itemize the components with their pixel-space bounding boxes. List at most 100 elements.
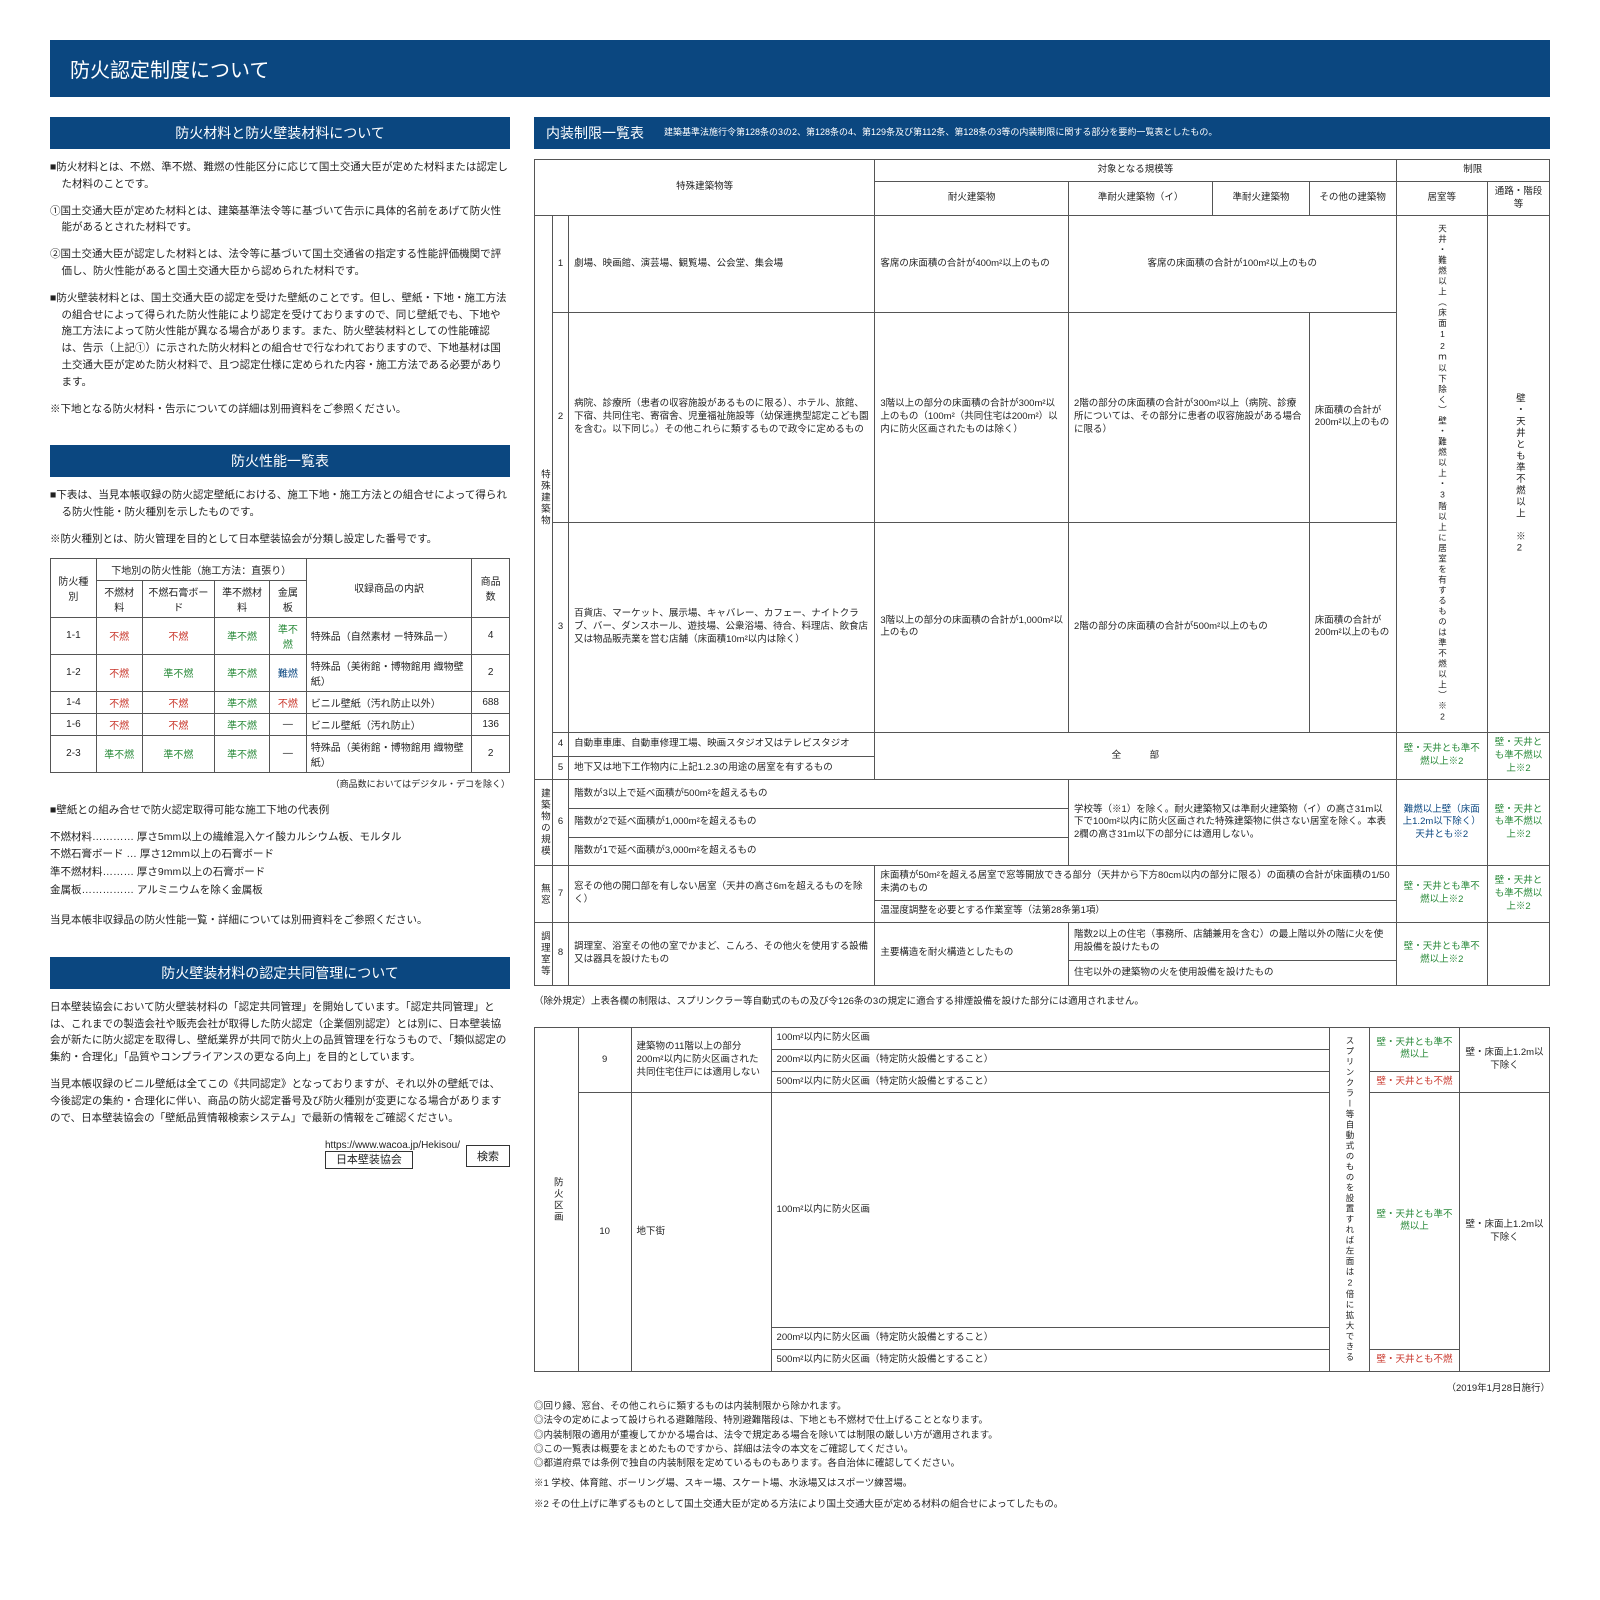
r2-d: 床面積の合計が200m²以上のもの bbox=[1309, 312, 1396, 522]
limits-table-2: 防火区画 9 建築物の11階以上の部分200m²以内に防火区画された共同住宅住戸… bbox=[534, 1027, 1550, 1372]
para-1: 防火材料とは、不燃、準不燃、難燃の性能区分に応じて国土交通大臣が定めた材料または… bbox=[50, 159, 510, 193]
r3-d: 床面積の合計が200m²以上のもの bbox=[1309, 522, 1396, 732]
t1-s2-3: その他の建築物 bbox=[1309, 181, 1396, 216]
r2-c: 2階の部分の床面積の合計が300m²以上（病院、診療所については、その部分に患者… bbox=[1069, 312, 1310, 522]
r10-b3: 500m²以内に防火区画（特定防火設備とすること） bbox=[771, 1350, 1329, 1372]
r7-n: 7 bbox=[552, 866, 568, 922]
para-1b: 国土交通大臣が認定した材料とは、法令等に基づいて国土交通省の指定する性能評価機関… bbox=[50, 246, 510, 280]
r1-limA: 天井・難燃以上（床面12ｍ以下除く）壁・難燃以上・3階以上に居室を有するものは準… bbox=[1396, 216, 1487, 733]
th-base: 下地別の防火性能（施工方法：直張り） bbox=[96, 558, 306, 580]
r9-a: 建築物の11階以上の部分200m²以内に防火区画された共同住宅住戸には適用しない bbox=[631, 1028, 771, 1093]
th-desc: 収録商品の内訳 bbox=[306, 558, 472, 617]
table-row: 1-4不燃不燃準不燃不燃ビニル壁紙（汚れ防止以外）688 bbox=[51, 691, 510, 713]
section-header-perf: 防火性能一覧表 bbox=[50, 445, 510, 477]
r1-c: 客席の床面積の合計が100m²以上のもの bbox=[1069, 216, 1396, 313]
table-footnote: （商品数においてはデジタル・デコを除く） bbox=[50, 777, 510, 790]
r6-limA: 難燃以上壁（床面上1.2m以下除く）天井とも※2 bbox=[1396, 780, 1487, 866]
limits-subtitle: 建築基準法施行令第128条の3の2、第128条の4、第129条及び第112条、第… bbox=[664, 127, 1217, 139]
vcat-fire: 防火区画 bbox=[535, 1028, 579, 1372]
r6-b: 学校等（※1）を除く。耐火建築物又は準耐火建築物（イ）の高さ31m以下で100m… bbox=[1069, 780, 1396, 866]
r6-limB: 壁・天井とも準不燃以上※2 bbox=[1487, 780, 1549, 866]
vcat-4: 調理室等 bbox=[535, 922, 553, 985]
t1-h-col3: 制限 bbox=[1396, 160, 1550, 182]
r1-n: 1 bbox=[552, 216, 568, 313]
r8-limBlank bbox=[1487, 922, 1549, 985]
t1-foot: （除外規定）上表各欄の制限は、スプリンクラー等自動式のもの及び令126条の3の規… bbox=[534, 994, 1550, 1009]
r9-b1: 100m²以内に防火区画 bbox=[771, 1028, 1329, 1050]
r10-limA1: 壁・天井とも準不燃以上 bbox=[1370, 1093, 1460, 1350]
defs-head: 壁紙との組み合せで防火認定取得可能な施工下地の代表例 bbox=[50, 802, 510, 819]
t1-h-col1: 特殊建築物等 bbox=[535, 160, 875, 216]
t1-s2-0: 耐火建築物 bbox=[875, 181, 1069, 216]
section-header-materials: 防火材料と防火壁装材料について bbox=[50, 117, 510, 149]
r1-a: 劇場、映画館、演芸場、観覧場、公会堂、集会場 bbox=[569, 216, 875, 313]
t1-h-col2: 対象となる規模等 bbox=[875, 160, 1396, 182]
search-button[interactable]: 検索 bbox=[466, 1145, 510, 1167]
r2-n: 2 bbox=[552, 312, 568, 522]
r9-n: 9 bbox=[578, 1028, 631, 1093]
note-item: ◎この一覧表は概要をまとめたものですから、詳細は法令の本文をご確認してください。 bbox=[534, 1443, 1550, 1457]
r1-b: 客席の床面積の合計が400m²以上のもの bbox=[875, 216, 1069, 313]
r9-limA1: 壁・天井とも準不燃以上 bbox=[1370, 1028, 1460, 1072]
footnote-2: ※2 その仕上げに準ずるものとして国土交通大臣が定める方法により国土交通大臣が定… bbox=[534, 1498, 1550, 1512]
performance-table: 防火種別 下地別の防火性能（施工方法：直張り） 収録商品の内訳 商品数 不燃材料… bbox=[50, 558, 510, 773]
note-item: ◎内装制限の適用が重複してかかる場合は、法令で規定ある場合を除いては制限の厳しい… bbox=[534, 1429, 1550, 1443]
th-sub-3: 金属板 bbox=[269, 580, 306, 617]
r2-b: 3階以上の部分の床面積の合計が300m²以上のもの（100m²（共同住宅は200… bbox=[875, 312, 1069, 522]
r7-b2: 温湿度調整を必要とする作業室等（法第28条第1項） bbox=[875, 901, 1396, 923]
note-item: ◎都道府県では条例で独自の内装制限を定めているものもあります。各自治体に確認して… bbox=[534, 1457, 1550, 1471]
definition-item: 準不燃材料……… 厚さ9mm以上の石膏ボード bbox=[50, 864, 510, 882]
notes-list: ◎回り縁、窓台、その他これらに類するものは内装制限から除かれます。◎法令の定めに… bbox=[534, 1400, 1550, 1471]
r9-limB: 壁・床面上1.2m以下除く bbox=[1460, 1028, 1550, 1093]
r4-a: 自動車車庫、自動車修理工場、映画スタジオ又はテレビスタジオ bbox=[569, 732, 875, 756]
th-sub-0: 不燃材料 bbox=[96, 580, 142, 617]
r6-n: 6 bbox=[552, 780, 568, 866]
r10-b1: 100m²以内に防火区画 bbox=[771, 1093, 1329, 1328]
r5-n: 5 bbox=[552, 756, 568, 780]
r2-a: 病院、診療所（患者の収容施設があるものに限る）、ホテル、旅館、下宿、共同住宅、寄… bbox=[569, 312, 875, 522]
t1-s3-1: 通路・階段等 bbox=[1487, 181, 1549, 216]
r10-b2: 200m²以内に防火区画（特定防火設備とすること） bbox=[771, 1328, 1329, 1350]
table-row: 1-2不燃準不燃準不燃難燃特殊品（美術館・博物館用 織物壁紙）2 bbox=[51, 654, 510, 691]
r7-limA: 壁・天井とも準不燃以上※2 bbox=[1396, 866, 1487, 922]
r7-a: 窓その他の開口部を有しない居室（天井の高さ6mを超えるものを除く） bbox=[569, 866, 875, 922]
r6-a3: 階数が1で延べ面積が3,000m²を超えるもの bbox=[569, 837, 1069, 866]
definition-item: 金属板…………… アルミニウムを除く金属板 bbox=[50, 882, 510, 900]
right-column: 内装制限一覧表 建築基準法施行令第128条の3の2、第128条の4、第129条及… bbox=[534, 117, 1550, 1512]
para-2: 防火壁装材料とは、国土交通大臣の認定を受けた壁紙のことです。但し、壁紙・下地・施… bbox=[50, 290, 510, 391]
vcat-2: 建築物の規模 bbox=[535, 780, 553, 866]
r4-b: 全 部 bbox=[875, 732, 1396, 779]
vcat-3: 無窓 bbox=[535, 866, 553, 922]
r8-b3: 住宅以外の建築物の火を使用設備を設けたもの bbox=[1069, 961, 1396, 985]
search-row: https://www.wacoa.jp/Hekisou/ 日本壁装協会 検索 bbox=[50, 1140, 510, 1167]
para-4: 日本壁装協会において防火壁装材料の「認定共同管理」を開始しています。「認定共同管… bbox=[50, 999, 510, 1066]
r10-limB: 壁・床面上1.2m以下除く bbox=[1460, 1093, 1550, 1372]
table-row: 1-1不燃不燃準不燃準不燃特殊品（自然素材 ー特殊品ー）4 bbox=[51, 617, 510, 654]
table-row: 2-3準不燃準不燃準不燃―特殊品（美術館・博物館用 織物壁紙）2 bbox=[51, 735, 510, 772]
r3-b: 3階以上の部分の床面積の合計が1,000m²以上のもの bbox=[875, 522, 1069, 732]
r3-c: 2階の部分の床面積の合計が500m²以上のもの bbox=[1069, 522, 1310, 732]
t1-s2-2: 準耐火建築物 bbox=[1213, 181, 1310, 216]
note-item: ◎法令の定めによって設けられる避難階段、特別避難階段は、下地とも不燃材で仕上げる… bbox=[534, 1414, 1550, 1428]
th-sub-1: 不燃石膏ボード bbox=[142, 580, 215, 617]
t1-s3-0: 居室等 bbox=[1396, 181, 1487, 216]
r7-limB: 壁・天井とも準不燃以上※2 bbox=[1487, 866, 1549, 922]
defs-foot: 当見本帳非収録品の防火性能一覧・詳細については別冊資料をご参照ください。 bbox=[50, 912, 510, 929]
definition-item: 不燃石膏ボード … 厚さ12mm以上の石膏ボード bbox=[50, 846, 510, 864]
r7-b1: 床面積が50m²を超える居室で窓等開放できる部分（天井から下方80cm以内の部分… bbox=[875, 866, 1396, 901]
r4-limB: 壁・天井とも準不燃以上※2 bbox=[1487, 732, 1549, 779]
r5-a: 地下又は地下工作物内に上記1.2.3の用途の居室を有するもの bbox=[569, 756, 875, 780]
r6-a2: 階数が2で延べ面積が1,000m²を超えるもの bbox=[569, 809, 1069, 838]
footnote-1: ※1 学校、体育館、ボーリング場、スキー場、スケート場、水泳場又はスポーツ練習場… bbox=[534, 1477, 1550, 1491]
r3-n: 3 bbox=[552, 522, 568, 732]
url-text: https://www.wacoa.jp/Hekisou/ bbox=[325, 1140, 460, 1151]
section-header-mgmt: 防火壁装材料の認定共同管理について bbox=[50, 957, 510, 989]
r8-a: 調理室、浴室その他の室でかまど、こんろ、その他火を使用する設備又は器具を設けたも… bbox=[569, 922, 875, 985]
limits-title: 内装制限一覧表 bbox=[546, 123, 644, 143]
search-input[interactable]: 日本壁装協会 bbox=[325, 1151, 413, 1169]
r6-a1: 階数が3以上で延べ面積が500m²を超えるもの bbox=[569, 780, 1069, 809]
r8-b2: 階数2以上の住宅（事務所、店舗兼用を含む）の最上階以外の階に火を使用設備を設けた… bbox=[1069, 922, 1396, 961]
para-2a: 下地となる防火材料・告示についての詳細は別冊資料をご参照ください。 bbox=[50, 401, 510, 418]
th-sub-2: 準不燃材料 bbox=[215, 580, 270, 617]
r8-b1: 主要構造を耐火構造としたもの bbox=[875, 922, 1069, 985]
